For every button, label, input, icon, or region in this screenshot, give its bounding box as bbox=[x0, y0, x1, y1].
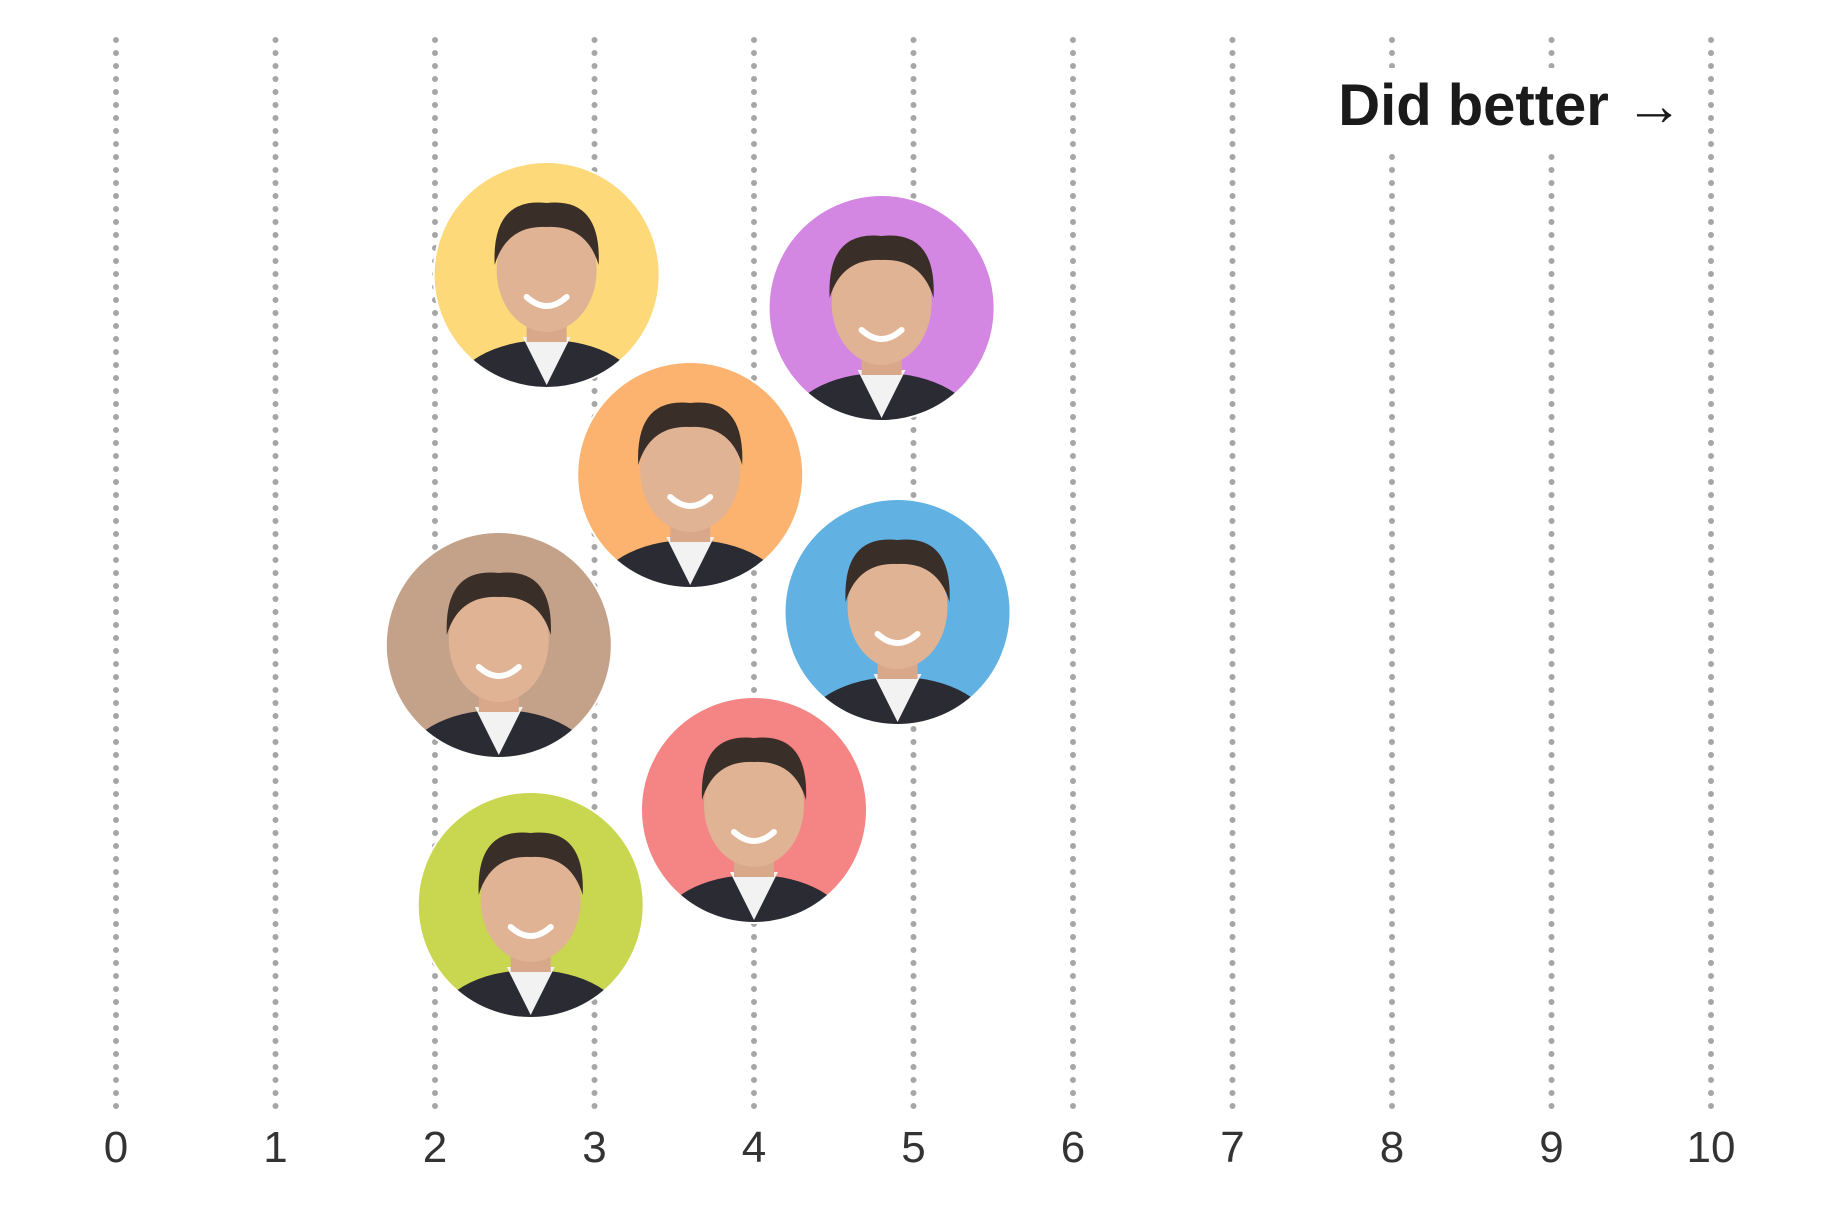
person-silhouette-icon bbox=[451, 202, 642, 388]
candidate-portrait-1 bbox=[432, 161, 661, 389]
person-silhouette-icon bbox=[595, 402, 786, 588]
person-silhouette-icon bbox=[435, 832, 626, 1018]
portrait-border bbox=[767, 194, 996, 422]
x-axis-tick-labels: 0 1 2 3 4 5 6 7 8 9 10 bbox=[104, 1123, 1736, 1172]
x-tick-label-4: 4 bbox=[742, 1123, 766, 1172]
candidate-portrait-7 bbox=[416, 791, 645, 1019]
person-silhouette-icon bbox=[786, 235, 977, 421]
annotation-background bbox=[1360, 68, 1690, 148]
x-tick-label-6: 6 bbox=[1061, 1123, 1085, 1172]
x-tick-label-2: 2 bbox=[423, 1123, 447, 1172]
did-better-annotation: Did better → bbox=[1338, 73, 1683, 138]
portrait-border bbox=[576, 361, 805, 589]
portrait-border bbox=[640, 696, 868, 924]
portrait-border bbox=[384, 531, 613, 759]
candidate-portrait-3 bbox=[576, 361, 805, 589]
x-tick-label-8: 8 bbox=[1380, 1123, 1404, 1172]
x-tick-label-5: 5 bbox=[901, 1123, 925, 1172]
portrait-border bbox=[783, 498, 1012, 726]
x-tick-label-0: 0 bbox=[104, 1123, 128, 1172]
portrait-border bbox=[416, 791, 645, 1019]
candidate-portrait-5 bbox=[783, 498, 1012, 726]
person-silhouette-icon bbox=[802, 539, 993, 725]
x-tick-label-3: 3 bbox=[582, 1123, 606, 1172]
candidate-portrait-2 bbox=[767, 194, 996, 422]
candidate-portrait-4 bbox=[384, 531, 613, 759]
x-tick-label-9: 9 bbox=[1539, 1123, 1563, 1172]
candidate-portrait-6 bbox=[640, 696, 868, 924]
person-silhouette-icon bbox=[659, 737, 849, 923]
data-points bbox=[384, 161, 1012, 1019]
person-silhouette-icon bbox=[403, 572, 594, 758]
x-tick-label-7: 7 bbox=[1220, 1123, 1244, 1172]
x-tick-label-1: 1 bbox=[263, 1123, 287, 1172]
portrait-border bbox=[432, 161, 661, 389]
x-tick-label-10: 10 bbox=[1687, 1123, 1736, 1172]
